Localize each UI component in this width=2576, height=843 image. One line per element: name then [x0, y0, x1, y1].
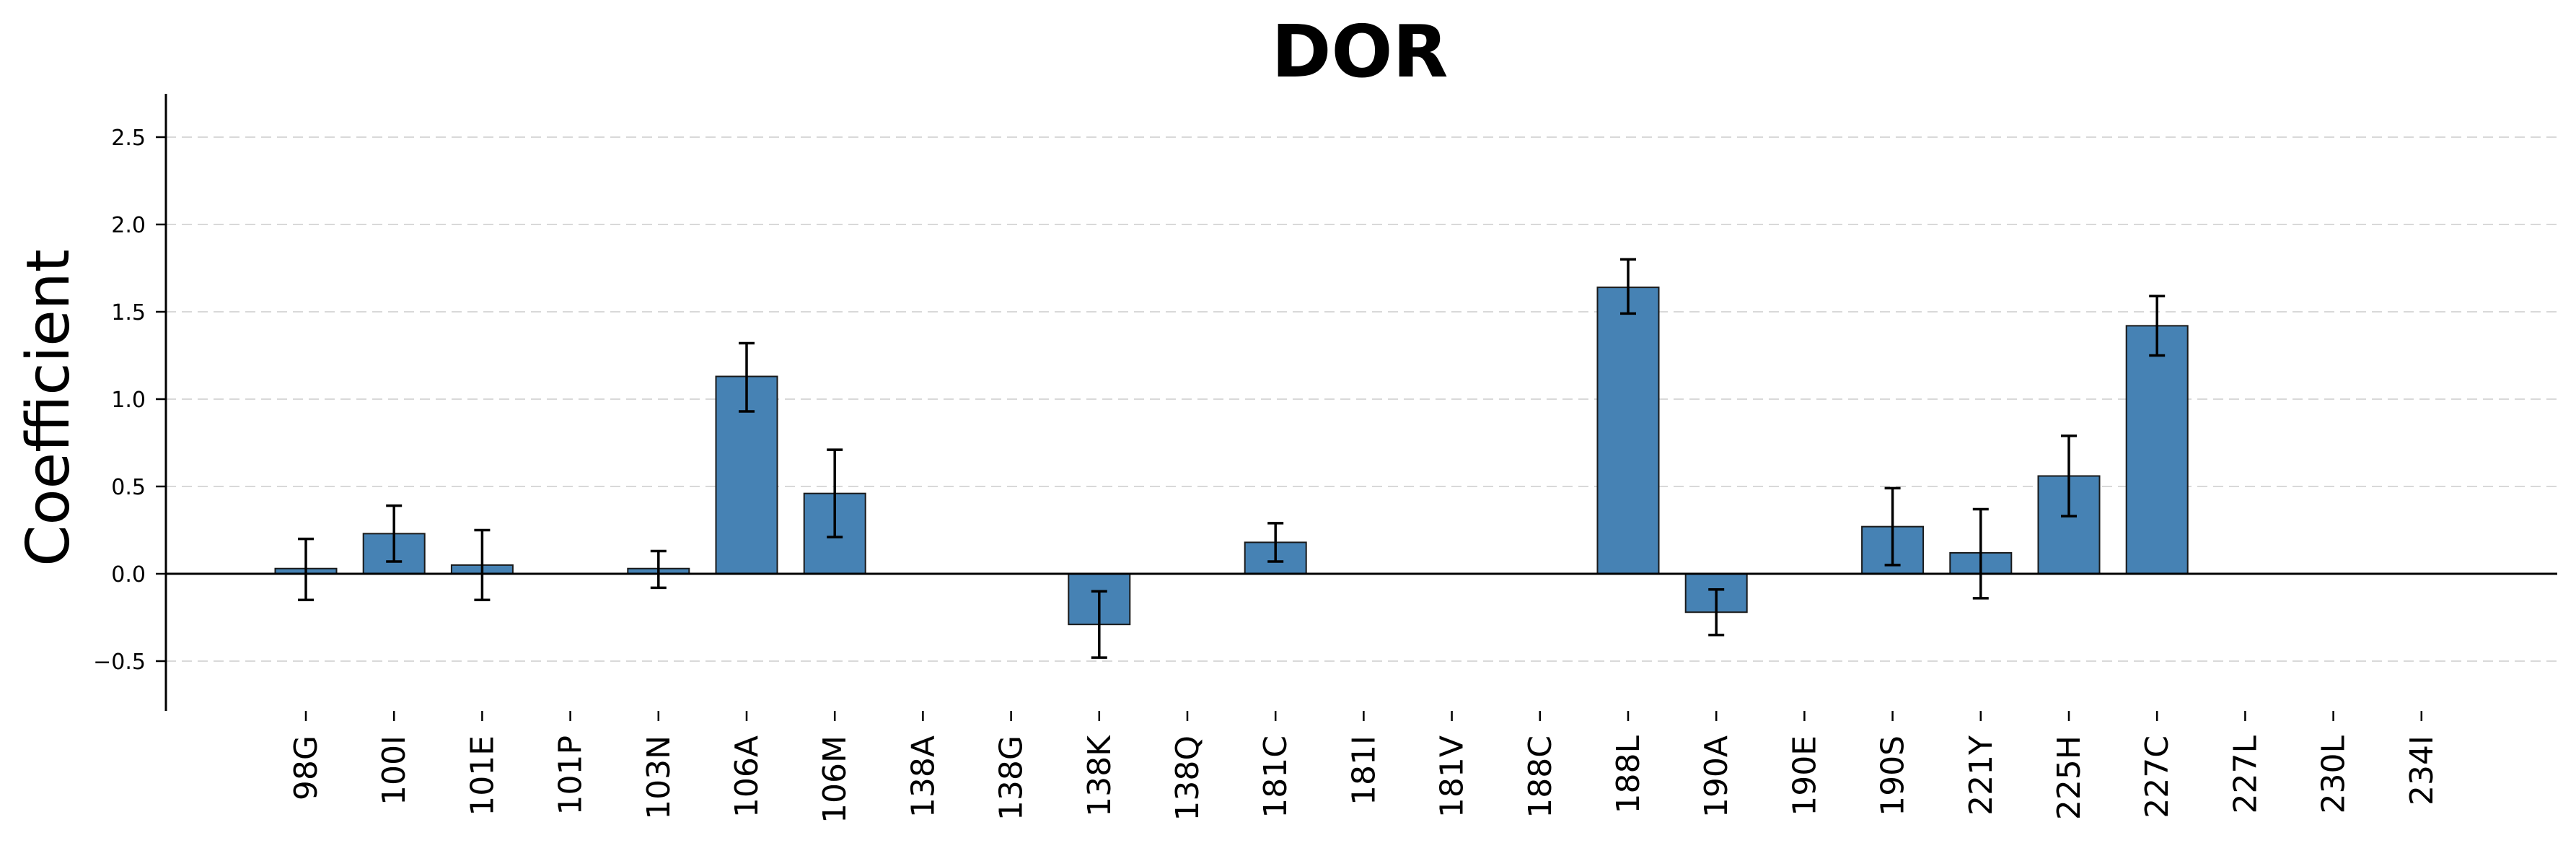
- error-bar: [2149, 294, 2166, 357]
- error-bar: [827, 448, 843, 538]
- error-bar: [1620, 258, 1636, 315]
- y-tick-label: 2.5: [111, 126, 146, 151]
- y-tick-label: −0.5: [93, 650, 146, 675]
- error-bar: [1884, 486, 1901, 567]
- gridlines: [166, 136, 2557, 662]
- x-tick-label: 98G: [288, 735, 325, 800]
- bar: [1596, 287, 1660, 575]
- x-tick-label: 227L: [2227, 735, 2264, 814]
- chart-title: DOR: [1271, 9, 1448, 94]
- y-tick-label: 0.5: [111, 475, 146, 500]
- y-ticks: −0.5 0.0 0.5 1.0 1.5 2.0 2.5: [93, 126, 166, 675]
- x-tick-label: 181C: [1257, 735, 1294, 818]
- x-tick-label: 138Q: [1169, 735, 1206, 821]
- error-bar: [386, 504, 403, 563]
- y-tick-label: 0.0: [111, 562, 146, 588]
- error-bars: [298, 258, 2166, 659]
- axes: [164, 94, 2557, 711]
- bar: [2125, 325, 2189, 575]
- y-tick-label: 1.0: [111, 388, 146, 413]
- x-tick-label: 227C: [2139, 735, 2176, 818]
- x-tick-label: 221Y: [1963, 735, 2000, 816]
- x-tick-label: 138A: [905, 735, 941, 818]
- x-tick-label: 188L: [1610, 735, 1647, 814]
- x-tick-label: 230L: [2316, 735, 2352, 814]
- error-bar: [1972, 507, 1989, 600]
- x-tick-label: 138K: [1081, 735, 1118, 817]
- x-tick-label: 101P: [553, 735, 589, 816]
- y-axis-label: Coefficient: [14, 249, 83, 567]
- x-tick-label: 181V: [1434, 735, 1471, 818]
- error-bar: [474, 528, 491, 602]
- error-bar: [1708, 588, 1725, 637]
- x-tick-label: 101E: [464, 735, 501, 816]
- error-bar: [1267, 522, 1284, 563]
- x-tick-label: 106A: [729, 735, 765, 818]
- x-tick-label: 225H: [2051, 735, 2088, 820]
- x-tick-label: 190S: [1875, 735, 1912, 816]
- x-tick-label: 106M: [817, 735, 853, 824]
- x-tick-label: 103N: [641, 735, 677, 820]
- x-tick-label: 138G: [993, 735, 1030, 821]
- error-bar: [650, 549, 667, 590]
- x-ticks: 98G 100I 101E 101P 103N 106A 106M 138A 138G 138K 1…: [288, 711, 2440, 824]
- x-tick-label: 100I: [376, 735, 413, 805]
- x-tick-label: 190A: [1698, 735, 1735, 818]
- y-tick-label: 2.0: [111, 213, 146, 238]
- error-bar: [2061, 434, 2077, 517]
- x-tick-label: 181I: [1345, 735, 1382, 805]
- x-tick-label: 190E: [1786, 735, 1823, 816]
- error-bar: [298, 537, 314, 602]
- error-bar: [1091, 590, 1107, 659]
- y-tick-label: 1.5: [111, 300, 146, 326]
- x-tick-label: 188C: [1522, 735, 1559, 818]
- error-bar: [739, 341, 755, 413]
- x-tick-label: 234I: [2404, 735, 2440, 805]
